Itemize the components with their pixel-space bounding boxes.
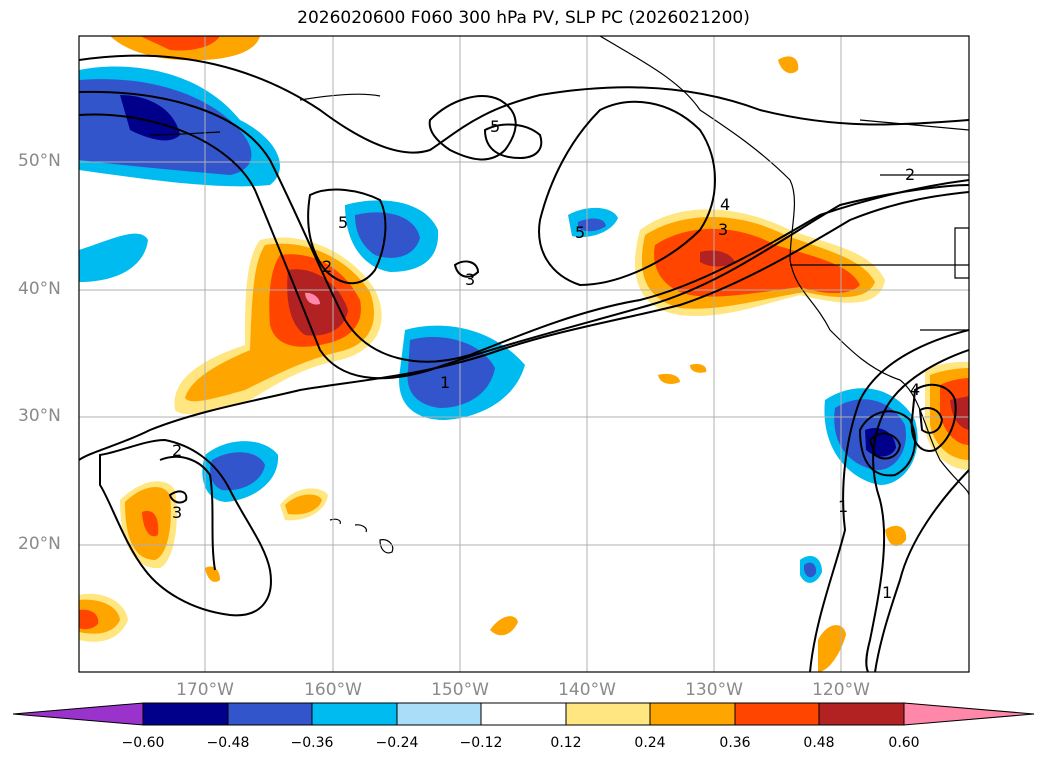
lon-label-120w: 120°W — [812, 680, 870, 700]
lon-label-160w: 160°W — [304, 680, 362, 700]
colorbar-tick: 0.60 — [888, 735, 920, 751]
lon-label-150w: 150°W — [431, 680, 489, 700]
colorbar-bin — [565, 702, 651, 726]
colorbar-bin — [734, 702, 820, 726]
colorbar — [12, 702, 1035, 726]
contour-label: 4 — [720, 195, 730, 214]
colorbar-tick: 0.48 — [803, 735, 835, 751]
contour-label: 3 — [172, 503, 182, 522]
coastlines — [149, 36, 969, 554]
lon-label-140w: 140°W — [558, 680, 616, 700]
lat-label-20n: 20°N — [18, 534, 61, 554]
lon-label-130w: 130°W — [685, 680, 743, 700]
colorbar-bin — [311, 702, 398, 726]
colorbar-bin — [649, 702, 736, 726]
slp-contours — [79, 54, 969, 672]
colorbar-bin — [396, 702, 482, 726]
lat-label-50n: 50°N — [18, 151, 61, 171]
contour-label: 1 — [440, 373, 450, 392]
colorbar-tick: −0.60 — [121, 735, 165, 751]
colorbar-tick: −0.48 — [206, 735, 250, 751]
contour-label: 1 — [882, 583, 892, 602]
lon-label-170w: 170°W — [176, 680, 234, 700]
contour-labels: 5 5 5 3 4 3 2 1 2 3 1 1 2 4 — [172, 117, 920, 602]
colorbar-tick: −0.12 — [459, 735, 503, 751]
colorbar-tick: 0.12 — [550, 735, 582, 751]
contour-label: 2 — [322, 257, 332, 276]
contour-label: 5 — [575, 223, 585, 242]
colorbar-bin — [818, 702, 905, 726]
colorbar-extend-high — [903, 702, 1035, 726]
map-frame — [78, 35, 970, 673]
contour-label: 5 — [490, 117, 500, 136]
contour-label: 1 — [838, 497, 848, 516]
contour-label: 5 — [338, 213, 348, 232]
colorbar-tick: 0.36 — [719, 735, 751, 751]
lat-label-40n: 40°N — [18, 279, 61, 299]
map-title: 2026020600 F060 300 hPa PV, SLP PC (2026… — [297, 8, 750, 28]
colorbar-bin — [227, 702, 313, 726]
pv-shading — [79, 36, 969, 672]
colorbar-bin — [480, 702, 567, 726]
contour-label: 2 — [905, 165, 915, 184]
lat-label-30n: 30°N — [18, 406, 61, 426]
contour-label: 2 — [172, 441, 182, 460]
colorbar-tick: 0.24 — [634, 735, 666, 751]
contour-label: 3 — [465, 270, 475, 289]
colorbar-tick: −0.24 — [375, 735, 419, 751]
colorbar-tick: −0.36 — [290, 735, 334, 751]
contour-label: 4 — [910, 380, 920, 399]
contour-label: 3 — [718, 220, 728, 239]
colorbar-bin — [142, 702, 229, 726]
colorbar-extend-low — [12, 702, 144, 726]
